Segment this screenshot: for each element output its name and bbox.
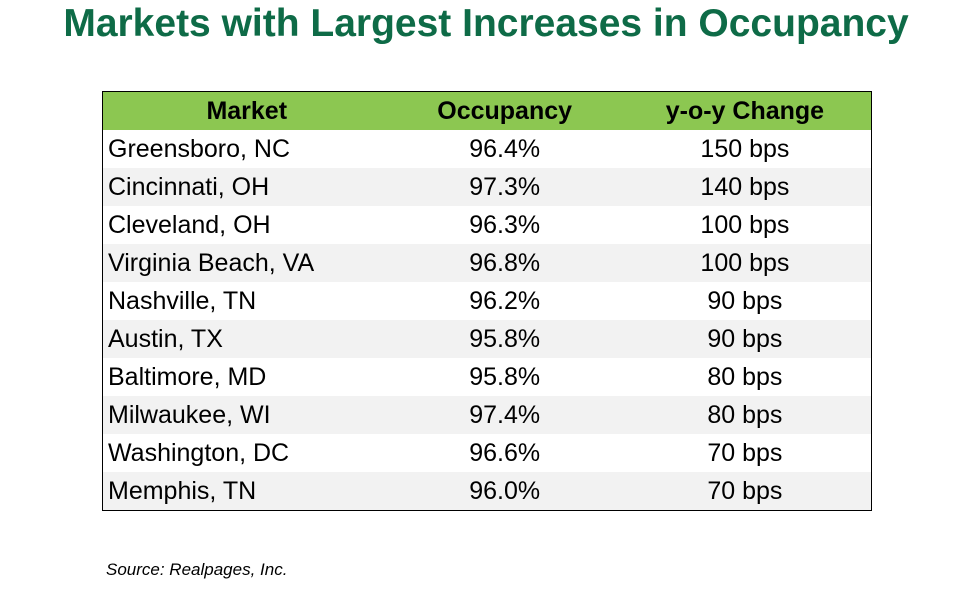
- cell-yoy-change: 90 bps: [707, 324, 783, 353]
- cell-market: Greensboro, NC: [108, 134, 291, 163]
- cell-market: Austin, TX: [108, 324, 223, 353]
- table-row: Milwaukee, WI 97.4% 80 bps: [103, 396, 871, 434]
- cell-yoy-change: 100 bps: [700, 210, 790, 239]
- cell-occupancy: 96.8%: [469, 248, 541, 277]
- cell-yoy-change: 140 bps: [700, 172, 790, 201]
- cell-market: Baltimore, MD: [108, 362, 267, 391]
- cell-yoy-change: 80 bps: [707, 362, 783, 391]
- cell-occupancy: 96.0%: [469, 476, 541, 505]
- table-row: Virginia Beach, VA 96.8% 100 bps: [103, 244, 871, 282]
- page-title: Markets with Largest Increases in Occupa…: [63, 2, 909, 45]
- table-row: Austin, TX 95.8% 90 bps: [103, 320, 871, 358]
- cell-market: Washington, DC: [108, 438, 290, 467]
- table-row: Baltimore, MD 95.8% 80 bps: [103, 358, 871, 396]
- table-row: Washington, DC 96.6% 70 bps: [103, 434, 871, 472]
- table-row: Cleveland, OH 96.3% 100 bps: [103, 206, 871, 244]
- cell-market: Virginia Beach, VA: [108, 248, 315, 277]
- cell-occupancy: 96.3%: [469, 210, 541, 239]
- table-header-row: Market Occupancy y-o-y Change: [103, 92, 871, 130]
- cell-market: Nashville, TN: [108, 286, 257, 315]
- cell-occupancy: 95.8%: [469, 324, 541, 353]
- cell-occupancy: 95.8%: [469, 362, 541, 391]
- cell-yoy-change: 70 bps: [707, 438, 783, 467]
- table-row: Greensboro, NC 96.4% 150 bps: [103, 130, 871, 168]
- cell-yoy-change: 150 bps: [700, 134, 790, 163]
- cell-market: Memphis, TN: [108, 476, 257, 505]
- table-row: Cincinnati, OH 97.3% 140 bps: [103, 168, 871, 206]
- occupancy-table: Market Occupancy y-o-y Change Greensboro…: [102, 91, 872, 511]
- cell-yoy-change: 80 bps: [707, 400, 783, 429]
- cell-occupancy: 96.6%: [469, 438, 541, 467]
- column-header-market: Market: [206, 96, 288, 125]
- cell-occupancy: 97.4%: [469, 400, 541, 429]
- cell-occupancy: 96.2%: [469, 286, 541, 315]
- cell-occupancy: 97.3%: [469, 172, 541, 201]
- cell-yoy-change: 70 bps: [707, 476, 783, 505]
- source-note: Source: Realpages, Inc.: [106, 560, 288, 579]
- column-header-occupancy: Occupancy: [437, 96, 573, 125]
- table-row: Memphis, TN 96.0% 70 bps: [103, 472, 871, 510]
- cell-market: Milwaukee, WI: [108, 400, 271, 429]
- cell-market: Cleveland, OH: [108, 210, 271, 239]
- column-header-yoy-change: y-o-y Change: [665, 96, 825, 125]
- cell-occupancy: 96.4%: [469, 134, 541, 163]
- cell-market: Cincinnati, OH: [108, 172, 270, 201]
- data-table: Market Occupancy y-o-y Change Greensboro…: [103, 92, 871, 510]
- table-row: Nashville, TN 96.2% 90 bps: [103, 282, 871, 320]
- cell-yoy-change: 90 bps: [707, 286, 783, 315]
- cell-yoy-change: 100 bps: [700, 248, 790, 277]
